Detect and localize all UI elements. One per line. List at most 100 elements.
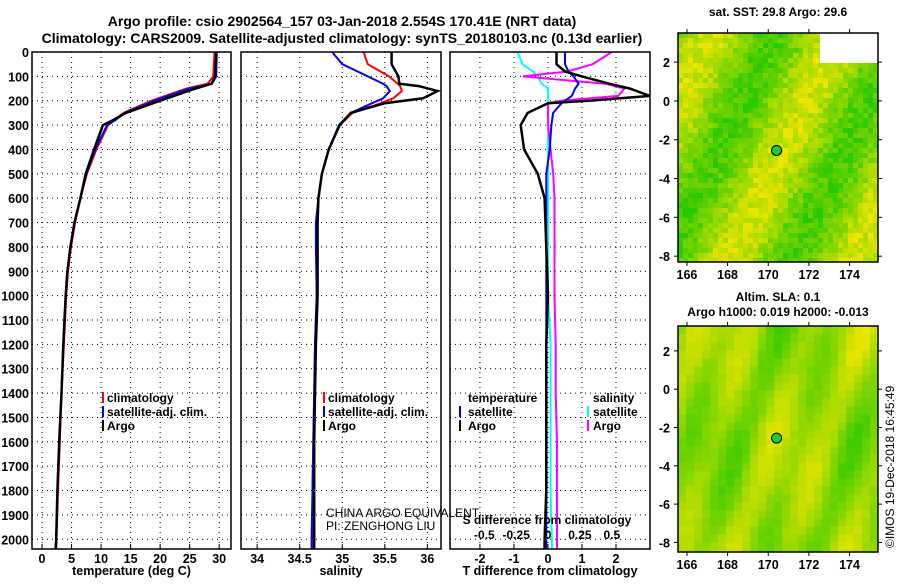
- legend-swatch: [102, 392, 104, 403]
- map-cell: [788, 243, 793, 248]
- map-cell: [763, 243, 768, 248]
- map-cell: [766, 446, 774, 454]
- map-cell: [723, 243, 728, 248]
- map-cell: [693, 38, 698, 43]
- map-cell: [743, 168, 748, 173]
- map-cell: [718, 138, 723, 143]
- map-cell: [698, 108, 703, 113]
- map-cell: [678, 502, 686, 510]
- map-cell: [828, 178, 833, 183]
- map-cell: [870, 518, 878, 526]
- map-cell: [698, 148, 703, 153]
- map-cell: [733, 213, 738, 218]
- map-cell: [806, 510, 814, 518]
- map-cell: [693, 203, 698, 208]
- map-cell: [853, 213, 858, 218]
- map-cell: [854, 502, 862, 510]
- map-cell: [768, 123, 773, 128]
- map-cell: [843, 208, 848, 213]
- map-cell: [766, 382, 774, 390]
- map-cell: [814, 406, 822, 414]
- map-cell: [782, 422, 790, 430]
- map-cell: [808, 198, 813, 203]
- map-cell: [854, 374, 862, 382]
- map-cell: [814, 534, 822, 542]
- map-cell: [738, 193, 743, 198]
- map-cell: [758, 143, 763, 148]
- map-cell: [843, 73, 848, 78]
- map-cell: [778, 183, 783, 188]
- map-cell: [798, 98, 803, 103]
- map-cell: [838, 198, 843, 203]
- map-cell: [778, 48, 783, 53]
- map-cell: [790, 470, 798, 478]
- map-cell: [686, 414, 694, 422]
- map-cell: [763, 93, 768, 98]
- map-cell: [818, 223, 823, 228]
- map-cell: [814, 358, 822, 366]
- map-cell: [788, 53, 793, 58]
- map-cell: [783, 163, 788, 168]
- map-cell: [713, 148, 718, 153]
- map-cell: [870, 438, 878, 446]
- map-cell: [693, 238, 698, 243]
- map-cell: [708, 178, 713, 183]
- map-cell: [823, 73, 828, 78]
- map-cell: [793, 48, 798, 53]
- map-cell: [723, 78, 728, 83]
- map-cell: [868, 153, 873, 158]
- map-cell: [823, 138, 828, 143]
- map-cell: [734, 414, 742, 422]
- map-cell: [753, 148, 758, 153]
- map-cell: [713, 243, 718, 248]
- map-cell: [753, 233, 758, 238]
- map-cell: [790, 374, 798, 382]
- map-cell: [743, 228, 748, 233]
- map-cell: [822, 534, 830, 542]
- map-cell: [773, 128, 778, 133]
- map-cell: [766, 462, 774, 470]
- map-cell: [846, 398, 854, 406]
- map-cell: [853, 228, 858, 233]
- map-cell: [728, 248, 733, 253]
- map-cell: [763, 238, 768, 243]
- map-cell: [788, 188, 793, 193]
- y-tick-label: 1100: [2, 314, 29, 328]
- map-cell: [778, 193, 783, 198]
- map-cell: [758, 223, 763, 228]
- map-cell: [838, 342, 846, 350]
- map-cell: [683, 98, 688, 103]
- map-cell: [758, 88, 763, 93]
- map-cell: [743, 83, 748, 88]
- map-cell: [698, 38, 703, 43]
- map-cell: [688, 33, 693, 38]
- map-cell: [710, 358, 718, 366]
- map-cell: [678, 248, 683, 253]
- map-cell: [742, 542, 750, 550]
- map-cell: [868, 228, 873, 233]
- map-cell: [873, 63, 878, 68]
- map-cell: [768, 143, 773, 148]
- map-cell: [693, 223, 698, 228]
- map-cell: [758, 494, 766, 502]
- map-cell: [693, 258, 698, 262]
- map-cell: [773, 218, 778, 223]
- map-cell: [782, 398, 790, 406]
- map-cell: [854, 342, 862, 350]
- map-cell: [822, 334, 830, 342]
- y-tick-label: 700: [8, 217, 29, 231]
- map-cell: [783, 98, 788, 103]
- map-cell: [763, 83, 768, 88]
- map-cell: [806, 454, 814, 462]
- map-cell: [713, 53, 718, 58]
- map-cell: [798, 414, 806, 422]
- map-cell: [854, 326, 862, 334]
- map-cell: [818, 73, 823, 78]
- map-cell: [774, 446, 782, 454]
- map-cell: [758, 218, 763, 223]
- map-cell: [708, 143, 713, 148]
- map-cell: [868, 118, 873, 123]
- map-cell: [873, 228, 878, 233]
- map-cell: [858, 163, 863, 168]
- map-cell: [853, 198, 858, 203]
